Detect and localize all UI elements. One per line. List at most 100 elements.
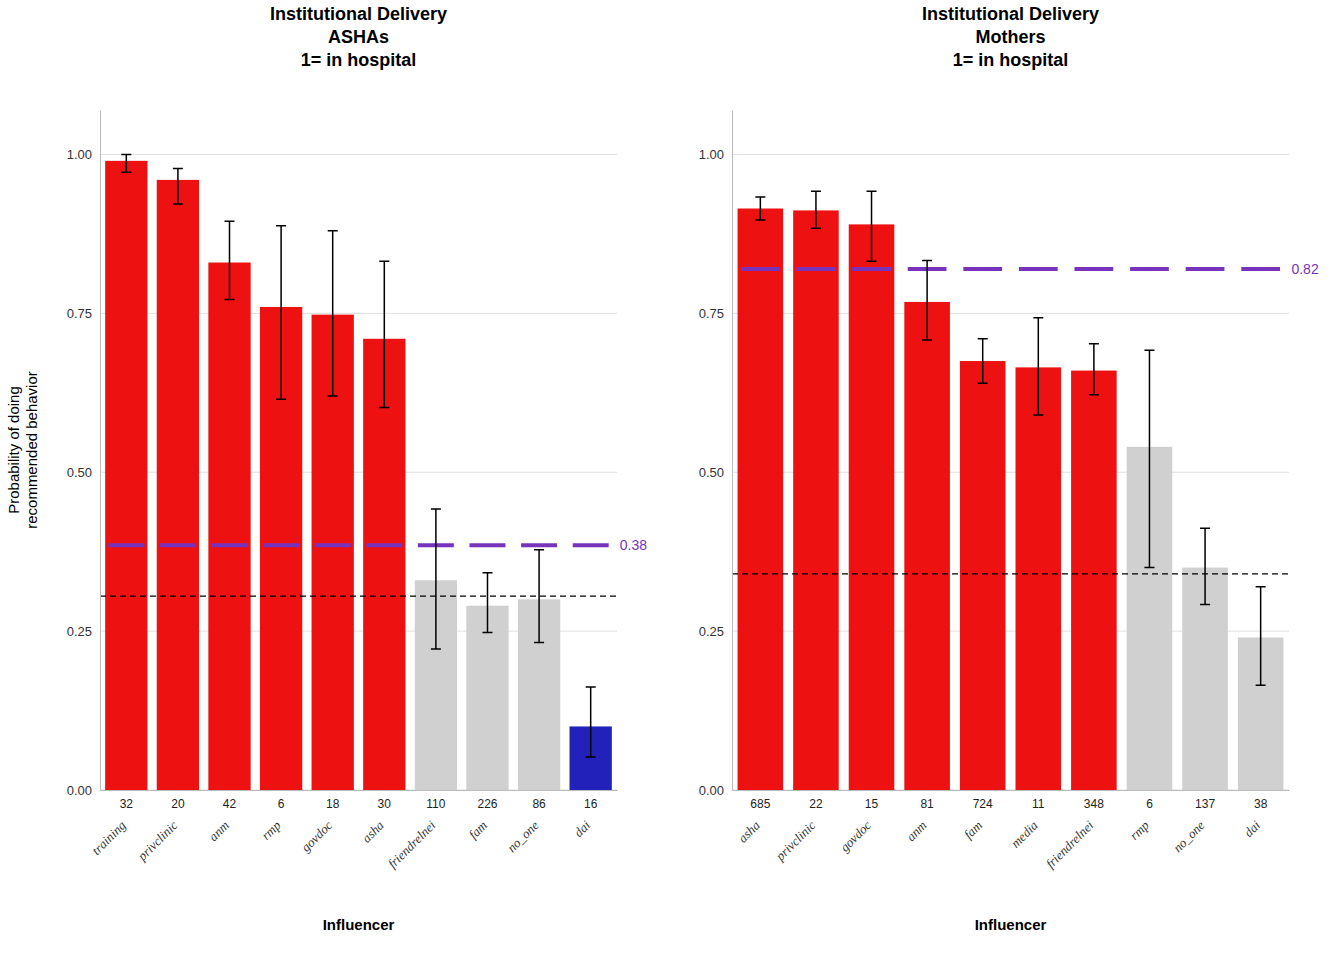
- x-axis-line: [733, 790, 1290, 791]
- y-tick-label: 0.25: [699, 624, 724, 639]
- error-bar: [173, 168, 183, 204]
- x-tick: privclinic: [134, 817, 181, 864]
- error-bar: [482, 573, 492, 633]
- count-label: 81: [920, 797, 934, 811]
- reference-segment: [1241, 267, 1280, 271]
- x-tick-label: friendrelnei: [1043, 817, 1097, 871]
- count-label: 38: [1254, 797, 1268, 811]
- x-tick-label: media: [1008, 817, 1041, 850]
- error-bar: [121, 154, 131, 172]
- counts: 32 20 42 6 18 30 110 226 86 16: [120, 797, 598, 811]
- x-tick-label: govdoc: [837, 817, 874, 854]
- reference-segment: [263, 543, 299, 547]
- count-label: 30: [378, 797, 392, 811]
- y-tick-label: 0.00: [699, 783, 724, 798]
- y-tick: 0.25: [67, 624, 92, 639]
- x-tick: fam: [466, 818, 490, 842]
- y-tick-label: 1.00: [699, 147, 724, 162]
- y-tick-label: 0.75: [699, 306, 724, 321]
- error-bar: [225, 221, 235, 299]
- y-tick-label: 0.50: [699, 465, 724, 480]
- bar: [849, 224, 895, 790]
- error-bar: [1144, 350, 1154, 567]
- x-tick: training: [89, 817, 130, 858]
- count-label: 42: [223, 797, 237, 811]
- count-label: 226: [477, 797, 497, 811]
- y-axis-line: [100, 111, 101, 791]
- bars: [105, 161, 612, 790]
- error-bar: [867, 191, 877, 261]
- plot-marks: [100, 154, 617, 790]
- reference-segment: [797, 267, 836, 271]
- x-tick: no_one: [504, 817, 542, 855]
- count-label: 18: [326, 797, 340, 811]
- x-tick: privclinic: [772, 817, 819, 864]
- count-label: 16: [584, 797, 598, 811]
- count-label: 86: [532, 797, 546, 811]
- y-tick: 1.00: [67, 147, 92, 162]
- error-bar: [1089, 344, 1099, 395]
- y-tick: 0.25: [699, 624, 724, 639]
- x-tick-label: anm: [206, 818, 232, 844]
- panel: 0.380.000.250.500.751.00trainingprivclin…: [5, 4, 647, 933]
- chart-title: Institutional DeliveryMothers1= in hospi…: [922, 4, 1099, 70]
- bar: [466, 606, 508, 790]
- x-tick-label: no_one: [504, 817, 542, 855]
- y-tick: 0.75: [699, 306, 724, 321]
- x-axis-line: [101, 790, 618, 791]
- count-label: 724: [973, 797, 993, 811]
- grid: [100, 154, 617, 790]
- reference-segment: [108, 543, 144, 547]
- error-bar: [1033, 318, 1043, 415]
- x-tick-label: privclinic: [772, 817, 819, 864]
- reference-segment: [1075, 267, 1114, 271]
- error-bar: [534, 550, 544, 643]
- x-tick-label: fam: [961, 818, 985, 842]
- reference-segment: [212, 543, 248, 547]
- chart-title-line: 1= in hospital: [301, 50, 417, 70]
- error-bar: [276, 226, 286, 399]
- y-axis-line: [732, 111, 733, 791]
- grid-line: [732, 154, 1289, 155]
- bar: [1016, 367, 1062, 790]
- x-tick: fam: [961, 818, 985, 842]
- chart-title-line: Institutional Delivery: [922, 4, 1099, 24]
- grid: [732, 154, 1289, 790]
- x-tick: friendrelnei: [385, 817, 439, 871]
- count-label: 20: [171, 797, 185, 811]
- reference-segment: [160, 543, 196, 547]
- bars: [738, 209, 1284, 790]
- y-tick: 0.00: [699, 783, 724, 798]
- x-tick: asha: [735, 817, 763, 845]
- x-axis: trainingprivclinicanmrmpgovdocashafriend…: [89, 791, 618, 872]
- error-bar: [922, 261, 932, 340]
- panel: 0.820.000.250.500.751.00ashaprivclinicgo…: [699, 4, 1319, 933]
- y-tick: 0.50: [67, 465, 92, 480]
- bar: [208, 263, 250, 790]
- count-label: 110: [426, 797, 445, 811]
- bar: [157, 180, 199, 790]
- bar: [960, 361, 1006, 790]
- y-axis-title-line: recommended behavior: [23, 371, 40, 529]
- plot-marks: [732, 191, 1289, 790]
- error-bar: [1256, 587, 1266, 686]
- counts: 68522158172411348613738: [750, 797, 1267, 811]
- error-bar: [328, 231, 338, 396]
- chart-title: Institutional DeliveryASHAs1= in hospita…: [270, 4, 447, 70]
- count-label: 6: [1146, 797, 1153, 811]
- bar: [1071, 371, 1117, 790]
- y-tick-label: 0.25: [67, 624, 92, 639]
- x-tick: anm: [903, 818, 929, 844]
- count-label: 32: [120, 797, 134, 811]
- reference-label: 0.38: [620, 537, 647, 553]
- x-tick-label: privclinic: [134, 817, 181, 864]
- x-tick: dai: [1241, 817, 1264, 840]
- count-label: 685: [750, 797, 770, 811]
- y-tick: 1.00: [699, 147, 724, 162]
- y-axis: 0.00 0.25 0.50 0.75 1.00: [699, 111, 733, 798]
- reference-segment: [963, 267, 1002, 271]
- reference-segment: [852, 267, 891, 271]
- count-label: 348: [1084, 797, 1104, 811]
- x-tick: anm: [206, 818, 232, 844]
- count-label: 6: [278, 797, 285, 811]
